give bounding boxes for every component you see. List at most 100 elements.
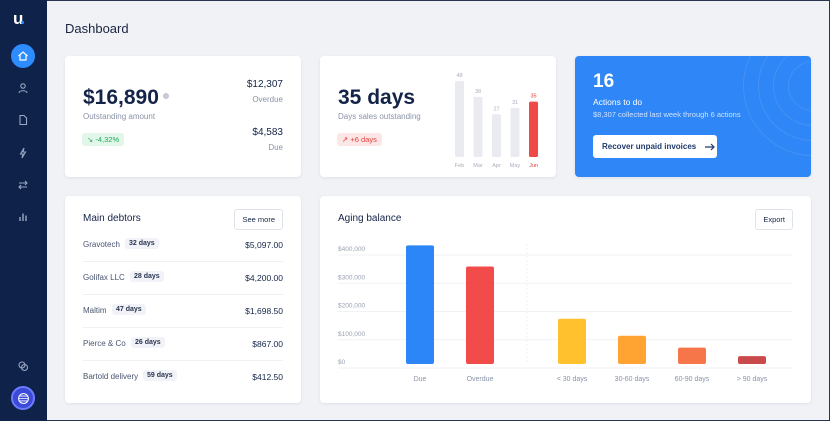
outstanding-label: Outstanding amount xyxy=(83,112,156,121)
debtor-amount: $5,097.00 xyxy=(245,240,283,250)
dso-label: Days sales outstanding xyxy=(338,112,421,121)
aging-balance-card: Aging balance Export $0 $100,000 $200,000 $… xyxy=(320,196,811,403)
globe-icon xyxy=(17,392,29,404)
nav-user-button[interactable] xyxy=(11,76,35,100)
aging-title: Aging balance xyxy=(338,213,402,224)
x-category-label: > 90 days xyxy=(737,376,768,383)
debtor-amount: $867.00 xyxy=(252,339,283,349)
x-category-label: 30-60 days xyxy=(615,376,650,383)
debtor-name: Bartold delivery xyxy=(83,372,139,381)
debtor-amount: $4,200.00 xyxy=(245,273,283,283)
dso-mini-chart: 48 Feb 38 Mar 27 Apr 31 May 35 Jun xyxy=(455,73,538,169)
table-row[interactable]: Gravotech 32 days $5,097.00 xyxy=(83,229,283,262)
document-icon xyxy=(19,114,28,126)
mini-bar-value: 27 xyxy=(493,106,499,112)
nav-documents-button[interactable] xyxy=(11,108,35,132)
aging-bar xyxy=(406,245,434,364)
aging-bar xyxy=(558,318,586,364)
nav-chat-button[interactable] xyxy=(11,354,35,378)
debtor-days-badge: 32 days xyxy=(125,238,159,249)
mini-bar-label: Feb xyxy=(455,163,464,169)
mini-bar-label: Mar xyxy=(473,163,483,169)
debtors-title: Main debtors xyxy=(83,213,141,224)
y-tick-label: $400,000 xyxy=(338,246,365,253)
recover-unpaid-invoices-button[interactable]: Recover unpaid invoices xyxy=(593,135,717,158)
debtor-name: Maltim xyxy=(83,306,107,315)
info-dot-icon xyxy=(163,93,169,99)
aging-bar xyxy=(466,266,494,364)
table-row[interactable]: Pierce & Co 26 days $867.00 xyxy=(83,328,283,361)
y-tick-label: $100,000 xyxy=(338,331,365,338)
debtor-amount: $1,698.50 xyxy=(245,306,283,316)
export-button[interactable]: Export xyxy=(755,209,793,230)
user-icon xyxy=(18,83,28,94)
nav-transfers-button[interactable] xyxy=(11,173,35,197)
table-row[interactable]: Golifax LLC 28 days $4,200.00 xyxy=(83,262,283,295)
y-tick-label: $200,000 xyxy=(338,303,365,310)
table-row[interactable]: Bartold delivery 59 days $412.50 xyxy=(83,361,283,394)
table-row[interactable]: Maltim 47 days $1,698.50 xyxy=(83,295,283,328)
arrow-right-icon xyxy=(705,143,716,150)
mini-bar-label: Jun xyxy=(529,163,538,169)
outstanding-card: $16,890 Outstanding amount ↘ -4,32% $12,… xyxy=(65,56,301,177)
aging-bar xyxy=(618,335,646,364)
actions-count: 16 xyxy=(593,71,615,92)
mini-bar-value: 35 xyxy=(530,94,536,100)
outstanding-amount: $16,890 xyxy=(83,86,159,109)
y-tick-label: $300,000 xyxy=(338,274,365,281)
y-tick-label: $0 xyxy=(338,359,346,366)
debtor-days-badge: 26 days xyxy=(131,337,165,348)
aging-bar xyxy=(738,356,766,364)
debtor-days-badge: 47 days xyxy=(112,304,146,315)
mini-bar xyxy=(529,101,538,157)
sidebar: u xyxy=(0,0,47,421)
debtor-name: Golifax LLC xyxy=(83,273,125,282)
overdue-amount: $12,307 xyxy=(246,79,283,90)
actions-card: 16 Actions to do $8,307 collected last w… xyxy=(575,56,811,177)
see-more-button[interactable]: See more xyxy=(234,209,283,230)
nav-reports-button[interactable] xyxy=(11,205,35,229)
dso-value: 35 days xyxy=(338,86,416,109)
x-category-label: < 30 days xyxy=(557,376,588,383)
recover-button-label: Recover unpaid invoices xyxy=(602,142,697,151)
actions-title: Actions to do xyxy=(593,97,643,107)
mini-bar-label: Apr xyxy=(492,163,501,169)
overdue-label: Overdue xyxy=(252,95,283,104)
dso-change-badge: ↗ +6 days xyxy=(337,133,382,146)
mini-bar xyxy=(510,107,520,157)
bar-chart-icon xyxy=(19,213,27,221)
mini-bar-value: 31 xyxy=(512,100,518,106)
due-label: Due xyxy=(268,143,283,152)
chat-icon xyxy=(18,361,29,372)
nav-home-button[interactable] xyxy=(11,44,35,68)
lightning-icon xyxy=(19,147,27,159)
aging-bar xyxy=(678,347,706,364)
debtor-days-badge: 59 days xyxy=(143,370,177,381)
logo: u xyxy=(13,9,24,28)
main-debtors-card: Main debtors See more Gravotech 32 days $5… xyxy=(65,196,301,403)
mini-bar-label: May xyxy=(510,163,521,169)
home-icon xyxy=(18,51,28,61)
mini-bar-value: 48 xyxy=(456,73,462,79)
actions-subtitle: $8,307 collected last week through 6 act… xyxy=(593,110,741,119)
dso-card: 35 days Days sales outstanding ↗ +6 days… xyxy=(320,56,556,177)
mini-bar xyxy=(455,81,464,157)
mini-bar xyxy=(492,114,501,157)
logo-dot xyxy=(21,21,24,24)
page-title: Dashboard xyxy=(65,21,129,36)
avatar[interactable] xyxy=(11,386,35,410)
transfer-icon xyxy=(18,180,28,190)
debtor-amount: $412.50 xyxy=(252,372,283,382)
due-amount: $4,583 xyxy=(252,127,283,138)
aging-chart: $0 $100,000 $200,000 $300,000 $400,000 Due Ove… xyxy=(338,244,792,383)
x-category-label: Due xyxy=(414,376,427,383)
x-category-label: 60-90 days xyxy=(675,376,710,383)
debtor-name: Pierce & Co xyxy=(83,339,126,348)
debtor-name: Gravotech xyxy=(83,240,120,249)
mini-bar xyxy=(473,96,483,157)
x-category-label: Overdue xyxy=(467,376,494,383)
debtor-days-badge: 28 days xyxy=(130,271,164,282)
mini-bar-value: 38 xyxy=(475,89,481,95)
nav-actions-button[interactable] xyxy=(11,141,35,165)
outstanding-change-badge: ↘ -4,32% xyxy=(82,133,125,146)
